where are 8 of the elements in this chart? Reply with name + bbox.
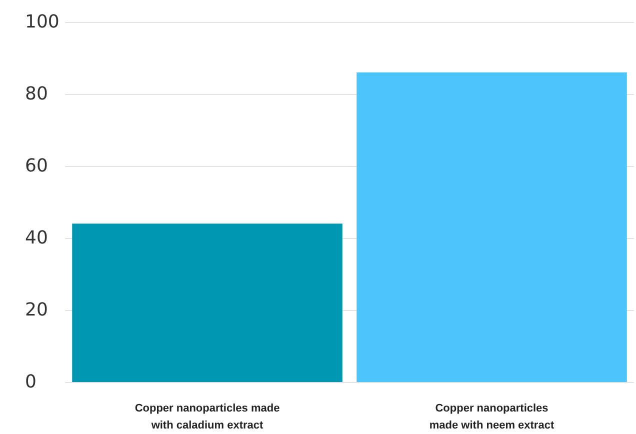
y-tick-label: 0 xyxy=(25,372,36,392)
y-tick-label: 100 xyxy=(25,12,60,32)
y-tick-label: 20 xyxy=(25,300,48,320)
x-tick-label: Copper nanoparticles made with neem extract xyxy=(429,402,554,432)
y-tick-label: 40 xyxy=(25,228,48,248)
y-tick-label: 60 xyxy=(25,156,48,176)
x-tick-label: Copper nanoparticles made with caladium extract xyxy=(134,402,280,432)
y-tick-label: 80 xyxy=(25,84,48,104)
